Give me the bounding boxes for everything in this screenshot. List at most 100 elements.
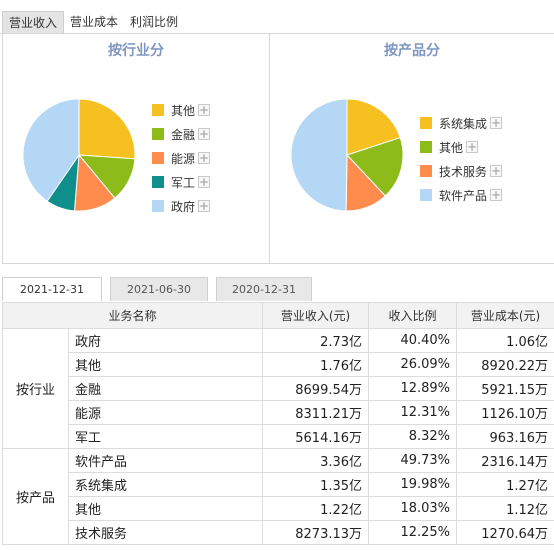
table-row: 按产品 软件产品 3.36亿 49.73% 2316.14万: [2, 448, 554, 545]
product-chart-panel: 按产品分 系统集成 + 其他 + 技术服务 + 软件产品 +: [270, 34, 554, 264]
legend-swatch: [420, 165, 432, 177]
business-name-cell: 其他: [67, 352, 264, 377]
date-tab-bar: 2021-12-31 2021-06-30 2020-12-31: [2, 277, 320, 301]
cost-cell: 8920.22万: [456, 352, 554, 377]
legend-swatch: [420, 189, 432, 201]
cost-cell: 1.12亿: [456, 496, 554, 521]
pie-slice[interactable]: [22, 98, 80, 202]
expand-plus-icon[interactable]: +: [490, 116, 503, 130]
cost-cell: 1.06亿: [456, 328, 554, 353]
cost-cell: 5921.15万: [456, 376, 554, 401]
business-table: 业务名称 营业收入(元) 收入比例 营业成本(元) 按行业 政府 2.73亿 40.4…: [1, 302, 554, 545]
expand-plus-icon[interactable]: +: [198, 175, 211, 189]
expand-plus-icon[interactable]: +: [198, 151, 211, 165]
top-tab-bar: 营业收入 营业成本 利润比例: [2, 10, 184, 33]
ratio-cell: 19.98%: [368, 472, 458, 497]
chart-title: 按行业分: [108, 43, 164, 59]
legend-label: 系统集成: [439, 116, 488, 131]
business-name-cell: 军工: [67, 424, 264, 449]
revenue-cell: 3.36亿: [262, 448, 370, 473]
revenue-cell: 2.73亿: [262, 328, 370, 353]
legend-label: 军工: [171, 175, 196, 190]
table-row: 按行业 政府 2.73亿 40.40% 1.06亿: [2, 328, 554, 449]
legend-item: 政府 +: [152, 194, 211, 218]
business-name-cell: 其他: [67, 496, 264, 521]
cost-cell: 1126.10万: [456, 400, 554, 425]
business-name-cell: 软件产品: [67, 448, 264, 473]
table-header-row: 业务名称 营业收入(元) 收入比例 营业成本(元): [1, 302, 554, 329]
legend-swatch: [152, 104, 164, 116]
expand-plus-icon[interactable]: +: [198, 199, 211, 213]
chart-title: 按产品分: [384, 43, 440, 59]
expand-plus-icon[interactable]: +: [490, 188, 503, 202]
group-label: 按产品: [2, 448, 69, 545]
table-row: 系统集成 1.35亿 19.98% 1.27亿: [3, 472, 554, 497]
industry-pie: [22, 98, 136, 212]
legend-label: 能源: [171, 151, 196, 166]
cost-cell: 1270.64万: [456, 520, 554, 545]
ratio-cell: 26.09%: [368, 352, 458, 377]
product-legend: 系统集成 + 其他 + 技术服务 + 软件产品 +: [420, 111, 503, 207]
tab-profit-ratio[interactable]: 利润比例: [130, 15, 179, 29]
ratio-cell: 18.03%: [368, 496, 458, 521]
tab-revenue[interactable]: 营业收入: [2, 11, 65, 33]
tab-cost[interactable]: 营业成本: [70, 15, 119, 29]
legend-item: 军工 +: [152, 170, 211, 194]
legend-item: 系统集成 +: [420, 111, 503, 135]
business-name-cell: 金融: [67, 376, 264, 401]
legend-item: 其他 +: [420, 135, 502, 159]
header-revenue-ratio: 收入比例: [368, 302, 458, 329]
legend-swatch: [420, 141, 432, 153]
table-row: 军工 5614.16万 8.32% 963.16万: [3, 424, 554, 449]
header-revenue: 营业收入(元): [262, 302, 370, 329]
pie-slice[interactable]: [78, 98, 136, 160]
pie-slice[interactable]: [290, 98, 348, 212]
ratio-cell: 12.89%: [368, 376, 458, 401]
expand-plus-icon[interactable]: +: [490, 164, 503, 178]
legend-label: 其他: [439, 140, 464, 155]
cost-cell: 963.16万: [456, 424, 554, 449]
table-body: 按行业 政府 2.73亿 40.40% 1.06亿 其他 1.76亿 26.09% 8920.2…: [2, 328, 554, 545]
cost-cell: 2316.14万: [456, 448, 554, 473]
legend-label: 软件产品: [439, 188, 488, 203]
legend-label: 技术服务: [439, 164, 488, 179]
expand-plus-icon[interactable]: +: [198, 103, 211, 117]
header-cost: 营业成本(元): [456, 302, 554, 329]
tab-date-2021-12-31[interactable]: 2021-12-31: [2, 277, 102, 301]
legend-label: 金融: [171, 127, 196, 142]
ratio-cell: 8.32%: [368, 424, 458, 449]
tab-date-2020-12-31[interactable]: 2020-12-31: [216, 277, 312, 301]
pie-slice[interactable]: [346, 137, 404, 197]
ratio-cell: 40.40%: [368, 328, 458, 353]
legend-swatch: [152, 128, 164, 140]
legend-swatch: [152, 200, 164, 212]
legend-label: 政府: [171, 199, 196, 214]
group-label: 按行业: [2, 328, 69, 449]
revenue-cell: 8699.54万: [262, 376, 370, 401]
business-name-cell: 系统集成: [67, 472, 264, 497]
tab-date-2021-06-30[interactable]: 2021-06-30: [110, 277, 208, 301]
legend-item: 其他 +: [152, 98, 211, 122]
pie-slice[interactable]: [346, 98, 401, 156]
ratio-cell: 12.31%: [368, 400, 458, 425]
table-row: 技术服务 8273.13万 12.25% 1270.64万: [3, 520, 554, 545]
revenue-cell: 8311.21万: [262, 400, 370, 425]
table-row: 能源 8311.21万 12.31% 1126.10万: [3, 400, 554, 425]
table-row: 其他 1.22亿 18.03% 1.12亿: [3, 496, 554, 521]
legend-item: 金融 +: [152, 122, 211, 146]
ratio-cell: 49.73%: [368, 448, 458, 473]
legend-swatch: [152, 152, 164, 164]
header-business-name: 业务名称: [1, 302, 264, 329]
legend-label: 其他: [171, 103, 196, 118]
top-tab-divider: [0, 33, 554, 34]
legend-swatch: [152, 176, 164, 188]
table-row: 金融 8699.54万 12.89% 5921.15万: [3, 376, 554, 401]
expand-plus-icon[interactable]: +: [466, 140, 479, 154]
revenue-cell: 1.35亿: [262, 472, 370, 497]
cost-cell: 1.27亿: [456, 472, 554, 497]
industry-legend: 其他 + 金融 + 能源 + 军工 + 政府 +: [152, 98, 211, 218]
legend-item: 软件产品 +: [420, 183, 503, 207]
expand-plus-icon[interactable]: +: [198, 127, 211, 141]
product-pie: [290, 98, 404, 212]
legend-item: 能源 +: [152, 146, 211, 170]
